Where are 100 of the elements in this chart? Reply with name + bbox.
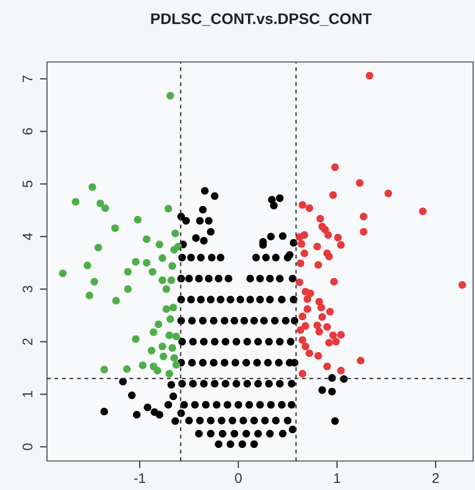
- point: [90, 278, 98, 286]
- point: [58, 270, 67, 278]
- point: [314, 261, 322, 269]
- y-tick-label: 6: [22, 128, 32, 135]
- point: [298, 312, 306, 320]
- point: [164, 204, 172, 212]
- point: [132, 335, 140, 343]
- y-tick-label: 7: [22, 76, 32, 82]
- point: [166, 332, 174, 340]
- point: [337, 241, 345, 249]
- point: [337, 366, 345, 374]
- point: [418, 207, 427, 216]
- point: [323, 323, 331, 331]
- point: [154, 366, 162, 374]
- point: [332, 338, 340, 346]
- point: [158, 276, 166, 284]
- point: [315, 298, 324, 306]
- point: [302, 342, 310, 350]
- point: [356, 356, 364, 364]
- point: [356, 179, 364, 187]
- point: [360, 228, 368, 236]
- point: [142, 259, 150, 267]
- point: [100, 366, 108, 374]
- point: [162, 285, 170, 293]
- x-tick-label: -1: [134, 473, 146, 483]
- point: [329, 332, 337, 340]
- point: [148, 346, 156, 354]
- point: [323, 362, 331, 370]
- point: [316, 214, 324, 222]
- point: [88, 183, 96, 191]
- point: [168, 344, 176, 352]
- x-tick-label: 2: [432, 473, 439, 483]
- point: [304, 305, 312, 313]
- point: [158, 254, 166, 262]
- point: [360, 212, 368, 220]
- point: [172, 360, 180, 369]
- point: [296, 326, 304, 334]
- y-tick-label: 0: [22, 443, 32, 450]
- point: [167, 276, 176, 284]
- point: [174, 242, 182, 250]
- point: [150, 328, 158, 336]
- point: [160, 352, 168, 360]
- point: [330, 278, 338, 286]
- point: [306, 290, 314, 298]
- point: [96, 200, 104, 208]
- point: [138, 362, 146, 370]
- point: [314, 352, 322, 360]
- point: [101, 204, 109, 212]
- point: [169, 304, 178, 312]
- point: [298, 201, 306, 209]
- point: [111, 224, 119, 232]
- point: [298, 240, 306, 248]
- point: [317, 304, 326, 312]
- point: [458, 281, 466, 289]
- point: [166, 92, 174, 100]
- point: [162, 305, 170, 313]
- point: [318, 313, 326, 321]
- point: [325, 338, 333, 347]
- y-tick-label: 5: [22, 180, 32, 188]
- point: [298, 336, 306, 344]
- point: [158, 342, 166, 350]
- point: [84, 262, 92, 270]
- point: [124, 285, 132, 293]
- point: [315, 328, 324, 336]
- y-tick-label: 3: [22, 286, 32, 292]
- point: [296, 233, 304, 241]
- point: [296, 260, 304, 268]
- point: [172, 332, 180, 340]
- point: [324, 231, 332, 239]
- point: [94, 244, 102, 252]
- x-tick-label: 1: [334, 473, 340, 483]
- point: [132, 258, 140, 266]
- point: [171, 230, 180, 238]
- point: [72, 198, 80, 206]
- point: [337, 331, 345, 339]
- point: [298, 370, 306, 378]
- point: [296, 278, 304, 286]
- point: [384, 190, 392, 198]
- point: [134, 216, 142, 224]
- point: [325, 252, 333, 260]
- point: [168, 262, 176, 270]
- point: [124, 268, 132, 276]
- point: [306, 349, 314, 358]
- point: [334, 234, 342, 242]
- point: [302, 322, 310, 330]
- point: [166, 370, 174, 378]
- point: [86, 292, 94, 300]
- point: [112, 296, 120, 304]
- y-tick-label: 2: [22, 338, 32, 345]
- point: [329, 191, 337, 199]
- chart-title: PDLSC_CONT.vs.DPSC_CONT: [151, 13, 372, 26]
- point: [142, 235, 150, 243]
- point: [170, 354, 178, 362]
- point: [313, 322, 322, 330]
- x-tick-label: 0: [235, 473, 242, 484]
- point: [154, 320, 162, 328]
- point: [366, 72, 374, 80]
- point: [148, 268, 156, 276]
- point: [313, 242, 322, 250]
- point: [156, 240, 164, 248]
